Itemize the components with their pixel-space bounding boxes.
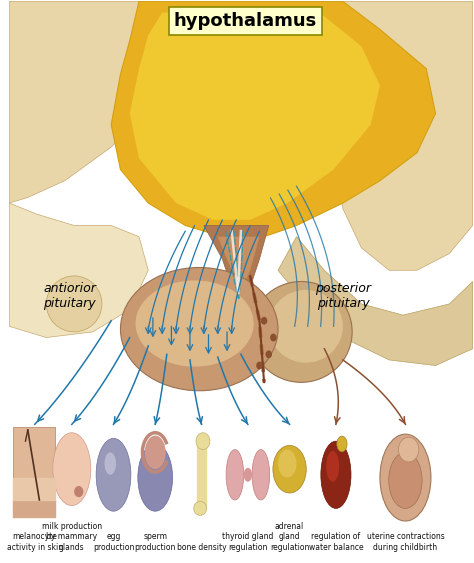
Ellipse shape [53, 433, 91, 506]
Ellipse shape [252, 450, 270, 500]
Text: adrenal
gland
regulation: adrenal gland regulation [270, 522, 309, 552]
Ellipse shape [389, 452, 422, 508]
Ellipse shape [138, 444, 173, 511]
Text: thyroid gland
regulation: thyroid gland regulation [222, 532, 273, 552]
Ellipse shape [244, 468, 252, 482]
Ellipse shape [96, 439, 131, 511]
Text: regulation of
water balance: regulation of water balance [309, 532, 363, 552]
Polygon shape [130, 12, 380, 220]
Ellipse shape [194, 502, 207, 515]
Circle shape [265, 350, 272, 358]
Text: uterine contractions
during childbirth: uterine contractions during childbirth [366, 532, 444, 552]
Text: egg
production: egg production [93, 532, 134, 552]
Text: antiorior
pituitary: antiorior pituitary [43, 282, 96, 310]
Ellipse shape [226, 450, 244, 500]
Polygon shape [278, 236, 473, 365]
Text: sperm
production: sperm production [135, 532, 176, 552]
Text: hypothalamus: hypothalamus [174, 12, 317, 30]
Ellipse shape [326, 451, 339, 482]
Circle shape [399, 437, 419, 462]
Ellipse shape [337, 436, 347, 452]
Polygon shape [334, 1, 473, 270]
Circle shape [270, 334, 277, 341]
Polygon shape [9, 203, 148, 338]
Ellipse shape [269, 290, 343, 363]
Text: bone density: bone density [177, 543, 227, 552]
Text: posterior
pituitary: posterior pituitary [315, 282, 371, 310]
Ellipse shape [196, 433, 210, 450]
Ellipse shape [250, 282, 352, 382]
Text: melanocyte
activity in skin: melanocyte activity in skin [7, 532, 63, 552]
Ellipse shape [120, 267, 278, 391]
Ellipse shape [104, 452, 116, 475]
Ellipse shape [46, 276, 102, 332]
Polygon shape [9, 1, 185, 203]
Circle shape [256, 361, 263, 369]
Ellipse shape [273, 445, 306, 493]
Ellipse shape [278, 450, 297, 477]
Text: milk production
by mammary
glands: milk production by mammary glands [42, 522, 102, 552]
Polygon shape [204, 225, 269, 298]
Circle shape [261, 317, 267, 325]
Ellipse shape [321, 441, 351, 508]
Polygon shape [111, 1, 436, 236]
Circle shape [74, 486, 83, 497]
Polygon shape [13, 427, 55, 517]
Ellipse shape [136, 280, 254, 367]
Ellipse shape [380, 434, 431, 521]
Ellipse shape [145, 436, 165, 469]
Polygon shape [218, 236, 259, 293]
